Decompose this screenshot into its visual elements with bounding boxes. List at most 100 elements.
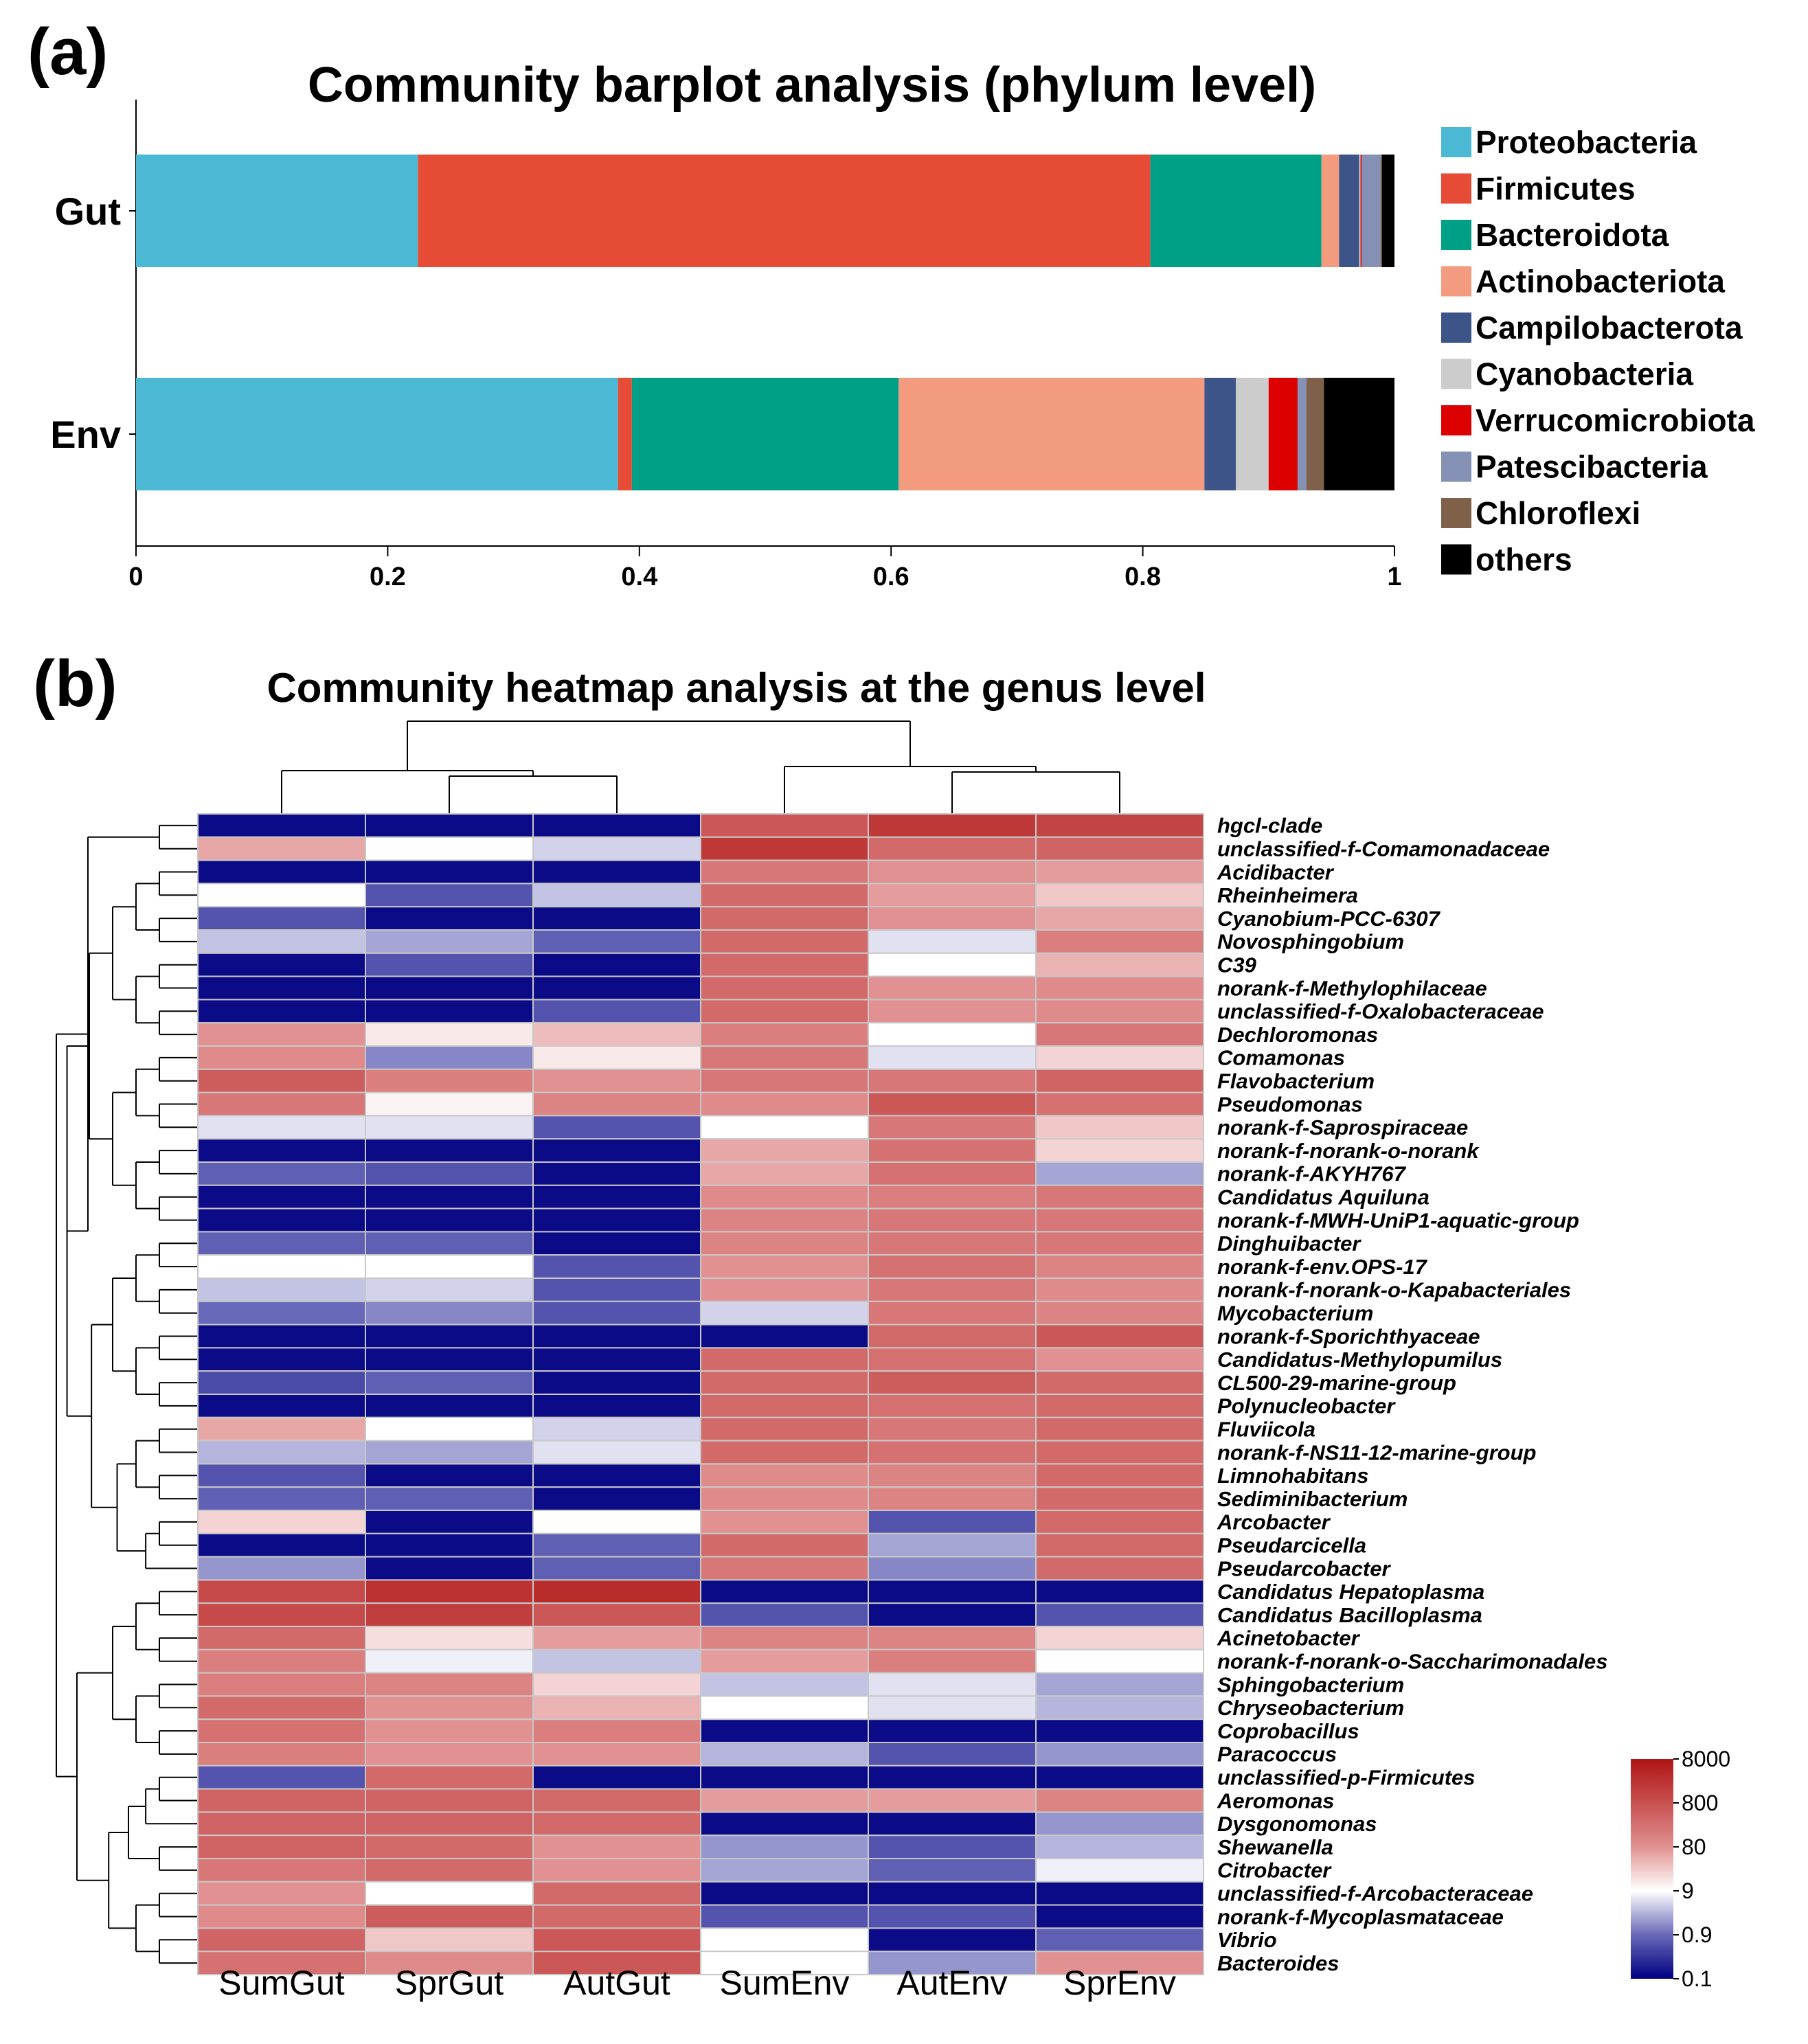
heatmap-cell xyxy=(197,1115,366,1140)
heatmap-cell xyxy=(532,1068,701,1093)
heatmap-row-labels: hgcl-cladeunclassified-f-ComamonadaceaeA… xyxy=(1217,814,1607,1975)
heatmap-cell xyxy=(868,1161,1037,1186)
row-label: Paracoccus xyxy=(1217,1742,1337,1767)
heatmap-title: Community heatmap analysis at the genus … xyxy=(267,665,1206,711)
row-label: unclassified-f-Oxalobacteraceae xyxy=(1217,999,1544,1023)
heatmap-cell xyxy=(532,1904,701,1929)
heatmap-cell xyxy=(365,1138,534,1163)
heatmap-cell xyxy=(365,1626,534,1650)
row-label: Candidatus Aquiluna xyxy=(1217,1185,1430,1210)
heatmap-cell xyxy=(1035,1602,1204,1627)
column-label: SprEnv xyxy=(1063,1964,1176,2002)
row-label: norank-f-Saprospiraceae xyxy=(1217,1115,1468,1139)
heatmap-cell xyxy=(365,1718,534,1743)
legend-swatch xyxy=(1441,405,1471,435)
heatmap-cell xyxy=(365,1440,534,1465)
heatmap-cell xyxy=(1035,1278,1204,1302)
heatmap-cell xyxy=(868,1184,1037,1210)
heatmap-cell xyxy=(1035,1742,1204,1767)
heatmap-cell xyxy=(365,1881,534,1906)
column-label: SumGut xyxy=(218,1964,345,2002)
heatmap-cell xyxy=(700,1115,869,1140)
heatmap-cell xyxy=(197,1370,366,1395)
heatmap-cell xyxy=(868,1742,1037,1767)
heatmap-cell xyxy=(197,1138,366,1163)
heatmap-cell xyxy=(365,1416,534,1442)
heatmap-cell xyxy=(700,1486,869,1511)
heatmap-cell xyxy=(197,929,366,954)
heatmap-cell xyxy=(365,1370,534,1395)
heatmap-cell xyxy=(700,906,869,931)
heatmap-cell xyxy=(700,1927,869,1953)
x-tick-label: 0.8 xyxy=(1125,563,1161,591)
row-label: Dechloromonas xyxy=(1217,1023,1378,1047)
heatmap-cell xyxy=(868,1510,1037,1534)
bar-segment-bacteroidota xyxy=(1150,155,1322,267)
heatmap-column-labels: SumGut SprGut AutGut SumEnv AutEnv SprEnv xyxy=(218,1964,1176,2002)
bar-segment-campilobacterota xyxy=(1204,378,1236,490)
heatmap-cell xyxy=(532,1324,701,1349)
bar-segment-actinobacteriota xyxy=(1321,155,1340,267)
row-label: Chryseobacterium xyxy=(1217,1696,1404,1720)
heatmap-cell xyxy=(532,1811,701,1837)
heatmap-cell xyxy=(532,1161,701,1186)
row-label: unclassified-f-Arcobacteraceae xyxy=(1217,1882,1533,1906)
legend-swatch xyxy=(1441,266,1471,297)
row-label: Citrobacter xyxy=(1217,1859,1332,1883)
row-label: Mycobacterium xyxy=(1217,1302,1373,1326)
heatmap-colorbar: 8000 800 80 9 0.9 0.1 xyxy=(1631,1747,1730,1991)
heatmap-cell xyxy=(532,859,701,885)
heatmap-cell xyxy=(365,813,534,838)
heatmap-cell xyxy=(197,1394,366,1418)
heatmap-cell xyxy=(197,1278,366,1302)
heatmap-cell xyxy=(868,1927,1037,1953)
heatmap-cell xyxy=(1035,1718,1204,1743)
heatmap-cell xyxy=(197,813,366,838)
heatmap-cell xyxy=(197,1532,366,1558)
heatmap-cell xyxy=(1035,1370,1204,1395)
heatmap-cell xyxy=(700,1394,869,1418)
heatmap-cell xyxy=(700,1370,869,1395)
bar-segment-proteobacteria xyxy=(136,155,418,267)
heatmap-cell xyxy=(532,1742,701,1767)
row-label: Arcobacter xyxy=(1217,1510,1331,1534)
column-label: SumEnv xyxy=(720,1964,850,2002)
heatmap-cell xyxy=(365,1254,534,1279)
heatmap-cell xyxy=(700,1045,869,1070)
heatmap-cell xyxy=(1035,1045,1204,1070)
heatmap-cell xyxy=(365,1811,534,1837)
heatmap-cell xyxy=(700,1184,869,1210)
heatmap-cell xyxy=(197,1835,366,1859)
category-label: Env xyxy=(50,413,121,456)
heatmap-cell xyxy=(365,1231,534,1256)
heatmap-cell xyxy=(700,1440,869,1465)
heatmap-cell xyxy=(532,1184,701,1210)
heatmap-cell xyxy=(868,1022,1037,1047)
heatmap-cell xyxy=(532,1091,701,1117)
heatmap-cell xyxy=(197,1626,366,1650)
heatmap-cell xyxy=(365,1045,534,1070)
bar-segment-bacteroidota xyxy=(631,378,899,490)
bar-segment-firmicutes xyxy=(418,155,1151,267)
row-dendrogram xyxy=(56,824,198,1964)
bar-segment-others xyxy=(1324,378,1394,490)
heatmap-cell xyxy=(868,1788,1037,1813)
heatmap-cell xyxy=(700,1278,869,1302)
barplot-title: Community barplot analysis (phylum level… xyxy=(308,58,1316,113)
bar-segment-actinobacteriota xyxy=(899,378,1205,490)
legend-swatch xyxy=(1441,544,1471,575)
heatmap-cell xyxy=(868,1207,1037,1233)
row-label: Bacteroides xyxy=(1217,1951,1339,1975)
column-label: AutGut xyxy=(563,1964,670,2002)
heatmap-cell xyxy=(868,999,1037,1024)
heatmap-cell xyxy=(1035,1300,1204,1326)
row-label: Dinghuibacter xyxy=(1217,1231,1361,1256)
heatmap-cell xyxy=(197,1463,366,1488)
heatmap-cell xyxy=(700,1254,869,1279)
heatmap-cell xyxy=(365,1022,534,1047)
row-label: Candidatus Bacilloplasma xyxy=(1217,1603,1482,1627)
heatmap-cell xyxy=(700,1835,869,1859)
heatmap-cell xyxy=(1035,1138,1204,1163)
legend-label: Verrucomicrobiota xyxy=(1476,402,1755,438)
heatmap-cell xyxy=(868,1556,1037,1581)
